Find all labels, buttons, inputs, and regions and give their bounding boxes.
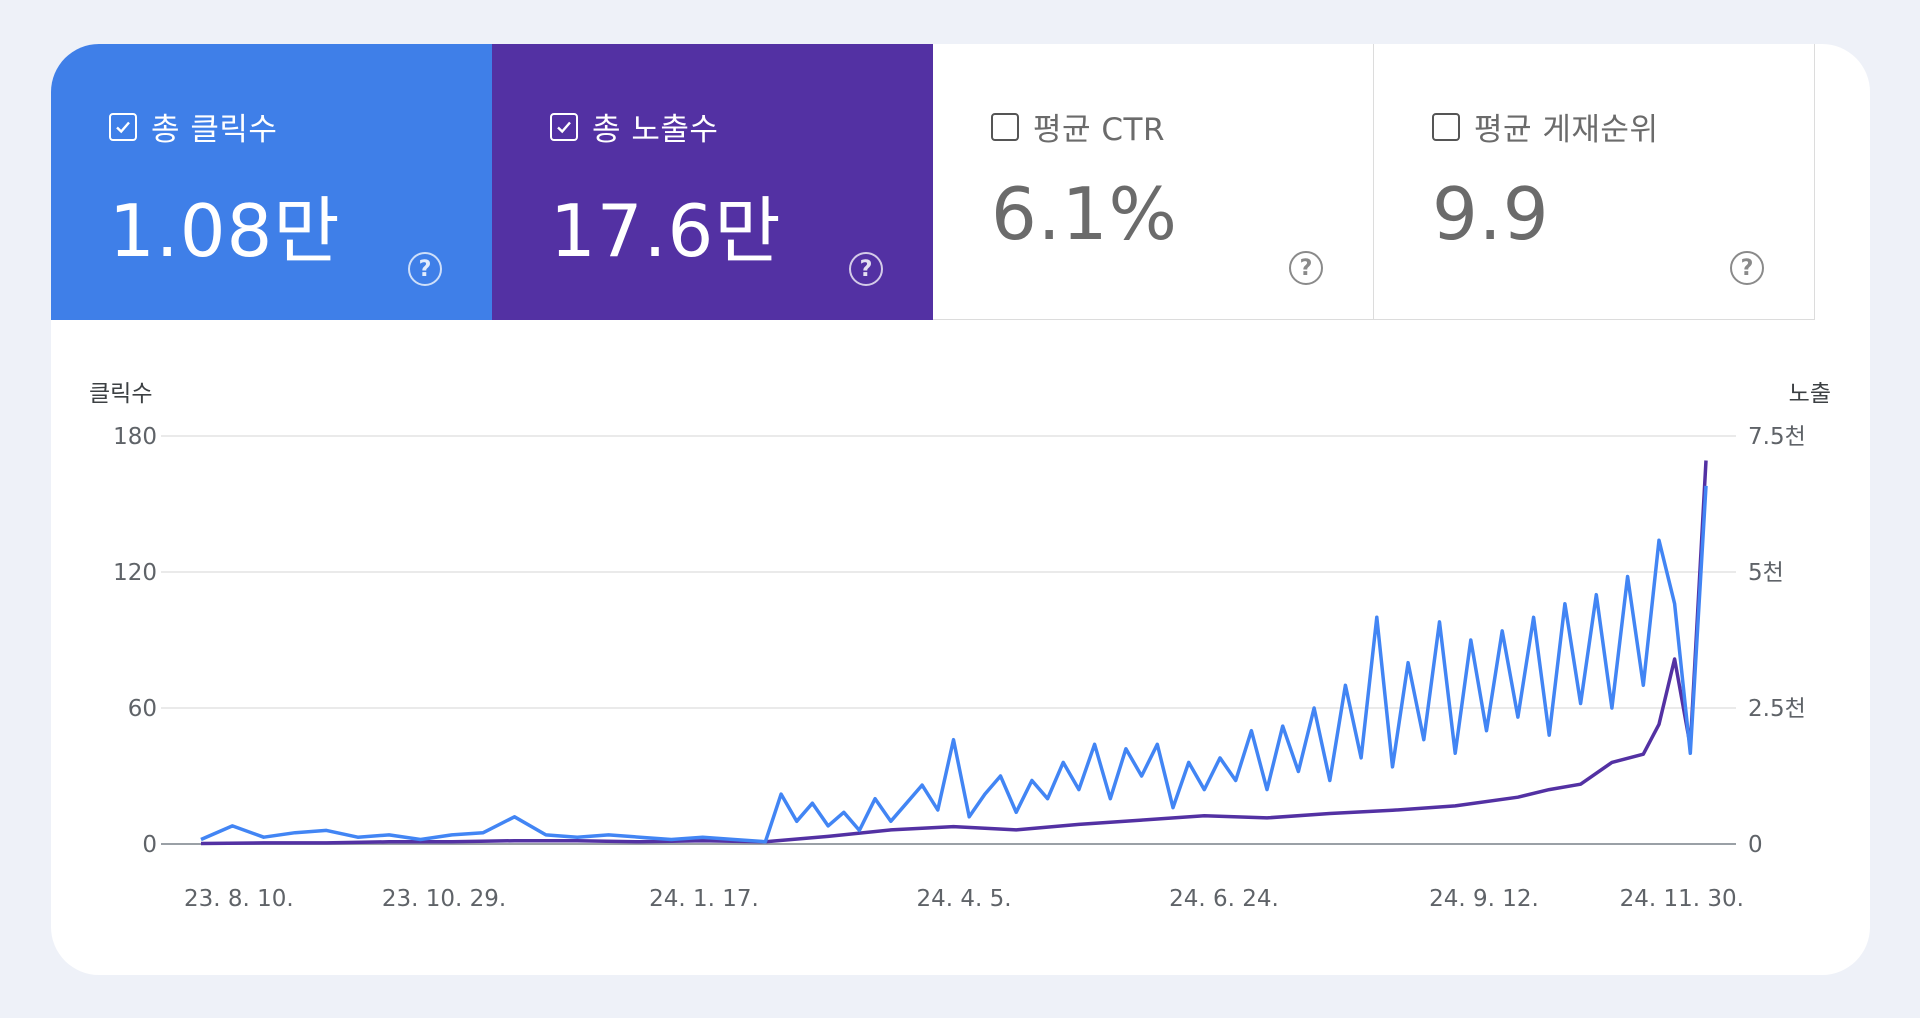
metric-tiles: 총 클릭수 1.08만 ? 총 노출수 17.6만 ? 평균 CTR 6.1% … — [51, 44, 1815, 320]
y-tick-right: 2.5천 — [1748, 696, 1806, 722]
y-tick-right: 0 — [1748, 832, 1763, 858]
performance-line-chart: 클릭수 노출 180 7.5천 120 5천 60 2.5천 0 0 23. 8. 10. 23. 1… — [89, 381, 1831, 912]
metric-value: 17.6만 — [550, 189, 782, 273]
x-tick-label: 24. 6. 24. — [1169, 886, 1279, 912]
y-axis-left-title: 클릭수 — [89, 381, 152, 407]
metric-tile-ctr[interactable]: 평균 CTR 6.1% ? — [933, 44, 1374, 320]
help-icon[interactable]: ? — [1289, 251, 1323, 285]
x-tick-label: 24. 11. 30. — [1620, 886, 1744, 912]
metric-label: 총 클릭수 — [151, 112, 278, 148]
y-tick-left: 60 — [128, 696, 157, 722]
unchecked-checkbox-icon[interactable] — [991, 112, 1019, 141]
metric-value: 1.08만 — [109, 189, 341, 273]
checked-checkbox-icon[interactable] — [550, 112, 578, 141]
metric-tile-header: 평균 게재순위 — [1432, 104, 1658, 149]
metric-tile-position[interactable]: 평균 게재순위 9.9 ? — [1374, 44, 1815, 320]
y-tick-left: 0 — [142, 832, 157, 858]
checked-checkbox-icon[interactable] — [109, 112, 137, 141]
y-tick-left: 120 — [113, 560, 157, 586]
metric-value: 9.9 — [1432, 172, 1550, 256]
metric-tile-header: 총 노출수 — [550, 104, 718, 149]
metric-value: 6.1% — [991, 172, 1178, 256]
y-tick-right: 7.5천 — [1748, 424, 1806, 450]
metric-label: 평균 게재순위 — [1474, 112, 1659, 148]
x-tick-label: 24. 4. 5. — [916, 886, 1011, 912]
y-tick-left: 180 — [113, 424, 157, 450]
y-tick-right: 5천 — [1748, 560, 1784, 586]
metric-tile-header: 총 클릭수 — [109, 104, 277, 149]
x-tick-label: 24. 9. 12. — [1429, 886, 1539, 912]
x-tick-label: 24. 1. 17. — [649, 886, 759, 912]
series-line — [200, 485, 1708, 844]
metric-label: 총 노출수 — [592, 112, 719, 148]
help-icon[interactable]: ? — [1730, 251, 1764, 285]
y-axis-right-title: 노출 — [1789, 381, 1831, 407]
metric-tile-impressions[interactable]: 총 노출수 17.6만 ? — [492, 44, 933, 320]
series-line — [200, 460, 1708, 846]
metric-tile-clicks[interactable]: 총 클릭수 1.08만 ? — [51, 44, 492, 320]
unchecked-checkbox-icon[interactable] — [1432, 112, 1460, 141]
performance-card: 총 클릭수 1.08만 ? 총 노출수 17.6만 ? 평균 CTR 6.1% … — [51, 44, 1870, 975]
help-icon[interactable]: ? — [408, 252, 442, 286]
x-tick-label: 23. 10. 29. — [382, 886, 506, 912]
help-icon[interactable]: ? — [849, 252, 883, 286]
metric-tile-header: 평균 CTR — [991, 104, 1165, 149]
x-tick-label: 23. 8. 10. — [184, 886, 294, 912]
metric-label: 평균 CTR — [1033, 112, 1166, 148]
